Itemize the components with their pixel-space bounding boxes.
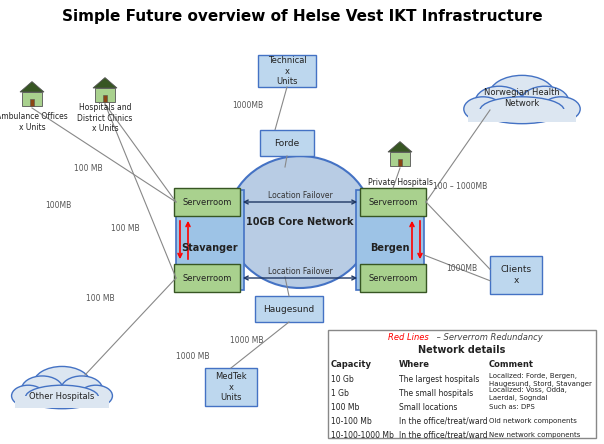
Text: Serverroom: Serverroom xyxy=(368,274,418,282)
FancyBboxPatch shape xyxy=(260,130,314,156)
Polygon shape xyxy=(93,78,117,88)
Ellipse shape xyxy=(475,86,523,117)
Bar xyxy=(103,95,108,103)
Text: 10GB Core Network: 10GB Core Network xyxy=(246,217,354,227)
Text: Capacity: Capacity xyxy=(331,360,372,369)
FancyBboxPatch shape xyxy=(328,330,596,438)
Ellipse shape xyxy=(521,86,569,117)
Ellipse shape xyxy=(11,385,45,406)
Ellipse shape xyxy=(79,385,112,406)
Ellipse shape xyxy=(61,376,103,403)
Text: In the office/treat/ward: In the office/treat/ward xyxy=(399,431,487,440)
Text: 1 Gb: 1 Gb xyxy=(331,388,349,397)
Text: Clients
x: Clients x xyxy=(501,266,532,285)
FancyBboxPatch shape xyxy=(490,256,542,294)
FancyBboxPatch shape xyxy=(360,188,426,216)
Ellipse shape xyxy=(25,385,98,409)
Text: Red Lines: Red Lines xyxy=(388,333,429,341)
Text: 1000MB: 1000MB xyxy=(233,100,263,110)
Ellipse shape xyxy=(33,366,91,401)
Text: Haugesund, Stord, Stavanger: Haugesund, Stord, Stavanger xyxy=(489,381,592,387)
Ellipse shape xyxy=(464,97,502,121)
Text: Serverroom: Serverroom xyxy=(368,198,418,206)
Text: Technical
x
Units: Technical x Units xyxy=(268,56,306,86)
Text: Small locations: Small locations xyxy=(399,403,457,412)
Text: Comment: Comment xyxy=(489,360,534,369)
Text: 10-100-1000 Mb: 10-100-1000 Mb xyxy=(331,431,394,440)
Text: New network components: New network components xyxy=(489,432,580,438)
Text: 100 MB: 100 MB xyxy=(86,293,114,302)
Text: Forde: Forde xyxy=(274,139,300,147)
Text: Where: Where xyxy=(399,360,430,369)
Ellipse shape xyxy=(480,97,564,124)
Text: Serverroom: Serverroom xyxy=(182,274,232,282)
Bar xyxy=(398,159,402,166)
Text: 1000 MB: 1000 MB xyxy=(230,336,264,345)
Text: – Serverrom Redundancy: – Serverrom Redundancy xyxy=(434,333,543,341)
Text: 10 Gb: 10 Gb xyxy=(331,374,354,384)
FancyBboxPatch shape xyxy=(174,264,240,292)
Text: Location Failover: Location Failover xyxy=(268,266,332,275)
Text: MedTek
x
Units: MedTek x Units xyxy=(215,372,247,402)
Text: The small hospitals: The small hospitals xyxy=(399,388,474,397)
Text: Other Hospitals: Other Hospitals xyxy=(30,392,95,400)
Bar xyxy=(95,88,115,103)
Text: Simple Future overview of Helse Vest IKT Infrastructure: Simple Future overview of Helse Vest IKT… xyxy=(62,8,542,24)
Text: Haugesund: Haugesund xyxy=(263,305,315,313)
FancyBboxPatch shape xyxy=(174,188,240,216)
Text: 100 – 1000MB: 100 – 1000MB xyxy=(433,182,487,190)
Text: Serverroom: Serverroom xyxy=(182,198,232,206)
Bar xyxy=(30,99,34,107)
Text: Stavanger: Stavanger xyxy=(182,243,239,253)
Text: Localized: Forde, Bergen,: Localized: Forde, Bergen, xyxy=(489,373,577,379)
Bar xyxy=(390,152,410,166)
Bar xyxy=(15,396,109,408)
Text: Bergen: Bergen xyxy=(370,243,410,253)
FancyBboxPatch shape xyxy=(360,264,426,292)
Text: Ambulance Offices
x Units: Ambulance Offices x Units xyxy=(0,112,68,132)
Text: 10-100 Mb: 10-100 Mb xyxy=(331,416,371,425)
Text: Such as: DPS: Such as: DPS xyxy=(489,404,535,410)
Bar xyxy=(22,92,42,107)
Text: 1000 MB: 1000 MB xyxy=(176,352,210,361)
Text: Hospitals and
District Clinics
x Units: Hospitals and District Clinics x Units xyxy=(77,103,133,133)
Ellipse shape xyxy=(542,97,580,121)
Ellipse shape xyxy=(21,376,63,403)
FancyBboxPatch shape xyxy=(176,190,244,290)
Text: 100 MB: 100 MB xyxy=(111,223,140,233)
Text: Private Hospitals: Private Hospitals xyxy=(367,178,432,186)
Polygon shape xyxy=(388,142,412,152)
Ellipse shape xyxy=(489,75,555,115)
Text: 100 MB: 100 MB xyxy=(74,163,102,173)
Text: In the office/treat/ward: In the office/treat/ward xyxy=(399,416,487,425)
Bar xyxy=(468,109,576,123)
FancyBboxPatch shape xyxy=(255,296,323,322)
Text: Norwegian Health
Network: Norwegian Health Network xyxy=(484,88,560,108)
Text: Localized: Voss, Odda,: Localized: Voss, Odda, xyxy=(489,387,567,393)
Text: Old network components: Old network components xyxy=(489,418,577,424)
FancyBboxPatch shape xyxy=(258,55,316,87)
Text: The largest hospitals: The largest hospitals xyxy=(399,374,480,384)
Text: Location Failover: Location Failover xyxy=(268,190,332,199)
Text: 100MB: 100MB xyxy=(45,201,71,210)
Text: Network details: Network details xyxy=(419,345,506,355)
Text: Laerdal, Sogndal: Laerdal, Sogndal xyxy=(489,395,547,401)
Ellipse shape xyxy=(228,156,373,288)
Polygon shape xyxy=(20,82,44,92)
Text: 100 Mb: 100 Mb xyxy=(331,403,359,412)
Text: 1000MB: 1000MB xyxy=(446,263,478,273)
FancyBboxPatch shape xyxy=(356,190,424,290)
FancyBboxPatch shape xyxy=(205,368,257,406)
